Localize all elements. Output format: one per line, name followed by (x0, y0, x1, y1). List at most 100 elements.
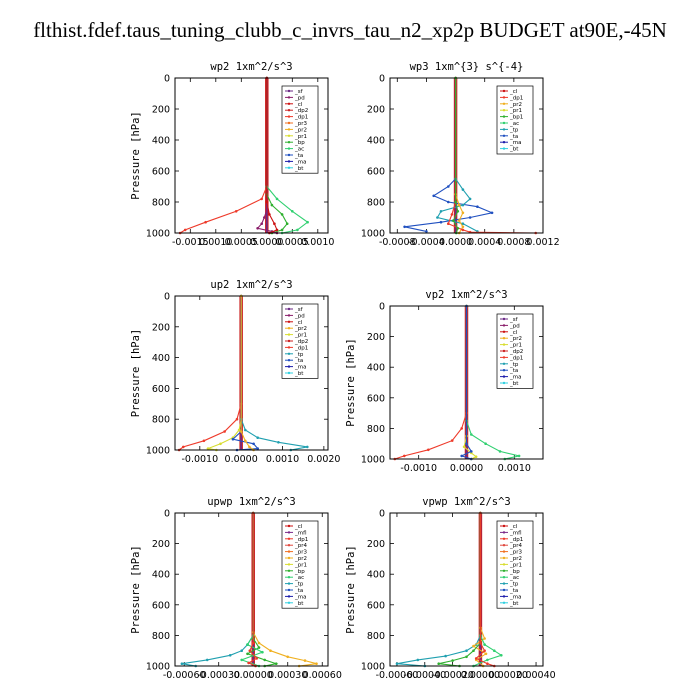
x-tick-label: -0.00030 (197, 670, 240, 681)
series-marker-ac (291, 210, 294, 213)
panel-title: up2 1xm^2/s^3 (210, 279, 292, 291)
series-marker-pr1 (219, 442, 222, 446)
series-marker-pd (263, 216, 266, 219)
x-tick-label: 0.0008 (497, 237, 530, 248)
legend-label: _sf (509, 317, 519, 323)
series-marker-ac (470, 433, 473, 436)
legend-marker (287, 524, 291, 528)
y-tick-label: 200 (152, 322, 170, 333)
legend-marker (287, 307, 291, 311)
series-marker-ta (256, 447, 260, 450)
legend-label: _tp (294, 582, 304, 588)
legend-marker (502, 524, 506, 528)
legend-label: _bp (294, 569, 305, 575)
legend-marker (502, 141, 506, 144)
plot-frame (389, 77, 544, 234)
series-marker-tp (228, 654, 232, 657)
y-tick-label: 1000 (146, 662, 170, 673)
legend-marker (287, 89, 291, 93)
legend-marker (287, 352, 291, 355)
y-tick-label: 1000 (361, 455, 385, 466)
chart-panel-6: vpwp 1xm^2/s^3 Pressure [hPa] 0 200 400 600 80… (345, 496, 556, 681)
series-marker-tp (465, 649, 468, 652)
y-tick-label: 200 (367, 105, 385, 116)
series-marker-ta (439, 220, 443, 224)
legend-marker (287, 563, 291, 566)
legend-label: _ac (294, 147, 304, 153)
x-tick-label: 0.00000 (234, 670, 273, 681)
legend-marker (502, 317, 506, 321)
series-marker-pr2 (484, 652, 488, 656)
legend-label: _pr1 (509, 343, 522, 349)
legend-label: _pr1 (294, 134, 307, 140)
legend-label: _ma (294, 365, 306, 371)
legend-label: _pr2 (509, 556, 522, 562)
series-marker-bp (452, 219, 455, 222)
series-marker-bp (270, 203, 274, 207)
plot-frame (174, 77, 329, 234)
series-marker-tp (256, 436, 260, 440)
series-marker-pr2 (303, 659, 307, 662)
legend-marker (287, 576, 291, 579)
series-marker-bp (246, 652, 249, 656)
series-marker-ta (447, 185, 450, 188)
series-marker-bp (451, 659, 454, 662)
series-marker-bp (465, 655, 468, 659)
y-tick-label: 1000 (146, 446, 170, 457)
panel-title: wp2 1xm^2/s^3 (210, 61, 292, 73)
x-tick-label: 0.00040 (516, 670, 555, 681)
x-tick-label: 0.0012 (526, 237, 559, 248)
series-marker-pr1 (237, 428, 241, 432)
legend-marker (287, 115, 291, 118)
legend-marker (502, 343, 506, 346)
legend-marker (287, 327, 291, 330)
series-marker-bp (454, 200, 457, 204)
panel-title: vp2 1xm^2/s^3 (425, 289, 507, 301)
series-marker-tp (395, 662, 399, 665)
page-title: flthist.fdef.taus_tuning_clubb_c_invrs_t… (33, 18, 667, 42)
y-tick-label: 0 (164, 509, 170, 520)
x-tick-label: -0.0004 (408, 237, 445, 248)
legend-marker (502, 356, 506, 359)
legend-label: _ta (509, 134, 518, 140)
series-marker-pr2 (457, 219, 461, 222)
series-marker-bp (285, 222, 289, 225)
legend-marker (287, 166, 291, 169)
legend-marker (502, 595, 506, 598)
legend-label: _bt (294, 371, 304, 377)
series-marker-tp (439, 210, 443, 213)
series-marker-dp1 (182, 445, 185, 449)
series-marker-tp (461, 203, 465, 207)
plot-frame (389, 305, 544, 460)
legend-label: _tp (294, 352, 304, 358)
y-tick-label: 400 (152, 570, 170, 581)
series-marker-bp (280, 228, 284, 232)
series-marker-ac (483, 643, 486, 646)
series-marker-ac (246, 643, 249, 646)
series-marker-ac (261, 650, 264, 654)
y-tick-label: 200 (367, 539, 385, 550)
legend-label: _ac (509, 121, 519, 127)
series-marker-ac (306, 220, 309, 224)
y-tick-label: 1000 (361, 662, 385, 673)
legend-label: _bt (294, 601, 304, 607)
legend-marker (287, 128, 291, 131)
y-tick-label: 0 (164, 292, 170, 303)
series-marker-tp (416, 658, 420, 662)
series-marker-tp (468, 197, 472, 201)
legend-marker (502, 556, 506, 560)
legend-label: _ma (294, 594, 306, 600)
series-marker-bp (456, 210, 460, 213)
x-tick-label: 0.0010 (498, 463, 531, 474)
series-marker-dp1 (427, 448, 430, 452)
series-marker-dp1 (447, 222, 450, 225)
series-line-ta (460, 306, 473, 460)
series-marker-pr2 (461, 211, 465, 215)
series-marker-dp1 (260, 197, 264, 201)
series-marker-dp1 (223, 430, 226, 433)
y-tick-label: 800 (152, 415, 170, 426)
series-marker-ta (403, 225, 406, 229)
series-marker-ac (296, 228, 299, 232)
series-line-ta (231, 296, 259, 451)
y-tick-label: 800 (152, 631, 170, 642)
